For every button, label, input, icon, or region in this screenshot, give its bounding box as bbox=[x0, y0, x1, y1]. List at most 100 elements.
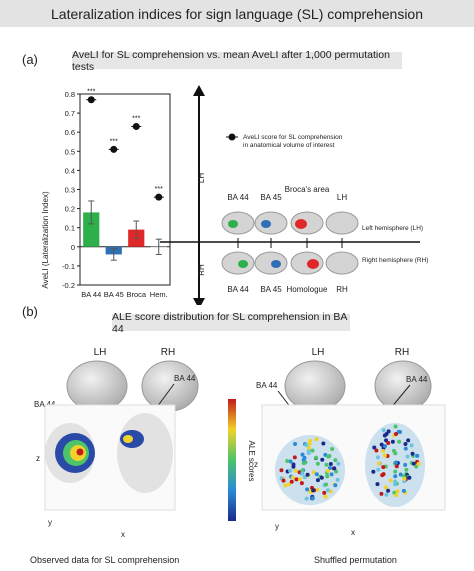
brain-top-label: BA 45 bbox=[260, 193, 282, 202]
y-tick-label: 0.5 bbox=[65, 147, 75, 156]
scatter-dot bbox=[306, 448, 311, 453]
scatter-dot bbox=[293, 441, 298, 446]
scatter-dot bbox=[325, 488, 330, 493]
observed-y-axis: y bbox=[48, 518, 52, 527]
scatter-dot bbox=[306, 445, 311, 450]
scatter-dot bbox=[314, 472, 319, 477]
scatter-dot bbox=[320, 457, 325, 462]
right-hemisphere-label: Right hemisphere (RH) bbox=[362, 257, 428, 264]
brain-icon bbox=[221, 251, 255, 275]
scatter-dot bbox=[386, 429, 391, 434]
scatter-dot bbox=[332, 466, 337, 471]
y-axis-label: AveLI (Lateralization Index) bbox=[41, 191, 50, 289]
scatter-dot bbox=[304, 443, 309, 448]
y-tick-label: 0.3 bbox=[65, 186, 75, 195]
scatter-dot bbox=[291, 464, 296, 469]
scatter-dot bbox=[323, 494, 328, 499]
panel-b-letter: (b) bbox=[22, 304, 38, 319]
legend-marker-icon bbox=[228, 133, 236, 141]
hemisphere-arrow: LH RH bbox=[160, 85, 420, 305]
scatter-dot bbox=[288, 468, 293, 473]
scatter-dot bbox=[311, 488, 316, 493]
data-point bbox=[87, 96, 95, 104]
scatter-dot bbox=[401, 488, 406, 493]
scatter-dot bbox=[379, 491, 384, 496]
scatter-dot bbox=[388, 478, 393, 483]
scatter-dot bbox=[334, 469, 339, 474]
y-tick-label: 0.8 bbox=[65, 90, 75, 99]
scatter-dot bbox=[289, 479, 294, 484]
scatter-dot bbox=[285, 458, 290, 463]
scatter-dot bbox=[396, 429, 401, 434]
observed-3d-plot: z y x bbox=[36, 404, 176, 539]
scatter-dot bbox=[398, 472, 403, 477]
scatter-dot bbox=[324, 482, 329, 487]
scatter-dot bbox=[288, 459, 293, 464]
scatter-dot bbox=[330, 447, 335, 452]
panel-a-figure: 0.8 0.7 0.6 0.5 0.4 0.3 0.2 0.1 0 -0.1 -0.2 *** BA 4… bbox=[41, 85, 428, 305]
x-tick-label: Hem. bbox=[150, 290, 168, 299]
scatter-dot bbox=[394, 464, 399, 469]
panel-b-subtitle-text: ALE score distribution for SL comprehens… bbox=[112, 310, 347, 335]
scatter-dot bbox=[411, 461, 416, 466]
scatter-dot bbox=[308, 438, 313, 443]
scatter-dot bbox=[414, 464, 419, 469]
scatter-dot bbox=[300, 452, 305, 457]
brain-icon bbox=[325, 211, 359, 235]
scatter-dot bbox=[327, 466, 332, 471]
rh-brains bbox=[221, 251, 359, 275]
lh-brains bbox=[221, 211, 359, 235]
ba44-homologue-region bbox=[238, 260, 248, 268]
scatter-dot bbox=[393, 460, 398, 465]
observed-lh-label: LH bbox=[94, 347, 107, 358]
shuffled-ba44-rh-label: BA 44 bbox=[406, 375, 428, 384]
brain-icon bbox=[254, 251, 288, 275]
scatter-dot bbox=[302, 455, 307, 460]
brain-bottom-label: RH bbox=[336, 285, 348, 294]
scatter-dot bbox=[304, 496, 309, 501]
scatter-dot bbox=[279, 468, 284, 473]
scatter-dot bbox=[403, 446, 408, 451]
scatter-dot bbox=[314, 437, 319, 442]
scatter-dot bbox=[393, 474, 398, 479]
scatter-dot bbox=[386, 440, 391, 445]
scatter-dot bbox=[393, 469, 398, 474]
scatter-dot bbox=[333, 483, 338, 488]
scatter-dot bbox=[383, 444, 388, 449]
scatter-dot bbox=[286, 482, 291, 487]
y-tick-label: 0.7 bbox=[65, 109, 75, 118]
observed-caption: Observed data for SL comprehension bbox=[30, 555, 179, 565]
brain-bottom-label: BA 45 bbox=[260, 285, 282, 294]
brain-top-label: LH bbox=[337, 193, 347, 202]
scatter-dot bbox=[381, 449, 386, 454]
significance-label: *** bbox=[87, 89, 95, 96]
scatter-dot bbox=[405, 454, 410, 459]
brain-top-label: Broca's area bbox=[285, 185, 330, 194]
brain-icon bbox=[254, 211, 288, 235]
scatter-dot bbox=[325, 474, 330, 479]
y-tick-label: 0.1 bbox=[65, 224, 75, 233]
scatter-dot bbox=[403, 462, 408, 467]
broca-homologue-region bbox=[307, 259, 319, 269]
scatter-dot bbox=[311, 470, 316, 475]
brain-top-label: BA 44 bbox=[227, 193, 249, 202]
scatter-dot bbox=[393, 424, 398, 429]
scatter-dot bbox=[325, 468, 330, 473]
observed-z-axis: z bbox=[36, 454, 40, 463]
scatter-dot bbox=[384, 492, 389, 497]
brain-bottom-label: BA 44 bbox=[227, 285, 249, 294]
scatter-dot bbox=[403, 441, 408, 446]
scatter-dot bbox=[376, 467, 381, 472]
scatter-dot bbox=[319, 475, 324, 480]
scatter-dot bbox=[328, 462, 333, 467]
ba45-homologue-region bbox=[271, 260, 281, 268]
scatter-dot bbox=[409, 443, 414, 448]
panel-b-subtitle: ALE score distribution for SL comprehens… bbox=[112, 311, 350, 335]
ba44-region bbox=[228, 220, 238, 228]
brain-icon bbox=[374, 360, 432, 412]
hemisphere-comparison-arrows bbox=[237, 238, 343, 248]
scatter-dot bbox=[407, 475, 412, 480]
scatter-dot bbox=[371, 469, 376, 474]
data-point bbox=[110, 145, 118, 153]
scatter-dot bbox=[416, 461, 421, 466]
